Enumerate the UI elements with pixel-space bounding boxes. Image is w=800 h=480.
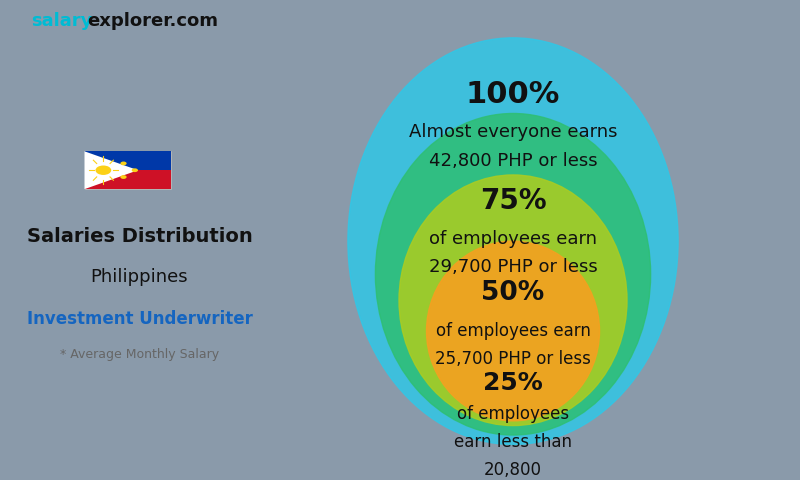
Ellipse shape bbox=[399, 175, 627, 426]
Text: of employees earn: of employees earn bbox=[429, 230, 597, 248]
Text: of employees earn: of employees earn bbox=[435, 322, 590, 340]
Text: 42,800 PHP or less: 42,800 PHP or less bbox=[429, 152, 598, 170]
Text: Philippines: Philippines bbox=[90, 268, 188, 286]
Text: of employees: of employees bbox=[457, 405, 569, 423]
Text: salary: salary bbox=[31, 12, 93, 30]
Bar bbox=[85, 151, 171, 189]
Text: 25%: 25% bbox=[483, 371, 543, 395]
Text: * Average Monthly Salary: * Average Monthly Salary bbox=[60, 348, 219, 361]
Text: 50%: 50% bbox=[482, 280, 545, 306]
Text: 25,700 PHP or less: 25,700 PHP or less bbox=[435, 350, 591, 368]
Text: 100%: 100% bbox=[466, 80, 560, 109]
Text: Investment Underwriter: Investment Underwriter bbox=[26, 310, 253, 328]
Ellipse shape bbox=[375, 113, 650, 435]
Text: Almost everyone earns: Almost everyone earns bbox=[409, 123, 618, 142]
Bar bbox=[85, 170, 171, 189]
Text: Salaries Distribution: Salaries Distribution bbox=[26, 227, 253, 246]
Circle shape bbox=[132, 168, 138, 172]
Text: explorer.com: explorer.com bbox=[88, 12, 218, 30]
Text: 29,700 PHP or less: 29,700 PHP or less bbox=[429, 258, 598, 276]
Circle shape bbox=[120, 162, 126, 165]
Polygon shape bbox=[85, 151, 138, 189]
Ellipse shape bbox=[348, 38, 678, 444]
Text: 20,800: 20,800 bbox=[484, 461, 542, 480]
Circle shape bbox=[120, 175, 126, 179]
Ellipse shape bbox=[426, 241, 599, 421]
Bar bbox=[85, 151, 171, 170]
Circle shape bbox=[95, 166, 111, 175]
Text: earn less than: earn less than bbox=[454, 433, 572, 451]
Text: 75%: 75% bbox=[480, 187, 546, 215]
